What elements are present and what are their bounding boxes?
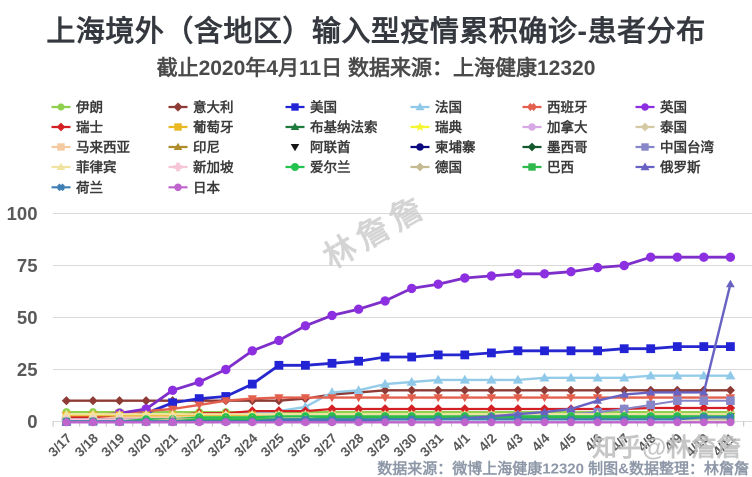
- svg-text:瑞典: 瑞典: [435, 119, 462, 135]
- svg-text:泰国: 泰国: [659, 119, 687, 135]
- svg-text:伊朗: 伊朗: [75, 99, 103, 115]
- svg-text:3/22: 3/22: [178, 431, 207, 460]
- svg-text:4/5: 4/5: [555, 430, 579, 454]
- svg-text:25: 25: [17, 359, 38, 380]
- svg-text:3/31: 3/31: [417, 430, 447, 460]
- svg-text:3/29: 3/29: [364, 431, 393, 460]
- svg-text:3/28: 3/28: [338, 430, 368, 460]
- svg-text:3/17: 3/17: [45, 431, 74, 460]
- svg-text:0: 0: [27, 411, 37, 432]
- svg-text:法国: 法国: [435, 99, 462, 115]
- svg-text:50: 50: [17, 307, 38, 328]
- svg-text:布基纳法索: 布基纳法索: [310, 119, 378, 135]
- svg-text:印尼: 印尼: [193, 139, 220, 155]
- svg-text:意大利: 意大利: [193, 99, 234, 115]
- svg-text:爱尔兰: 爱尔兰: [310, 159, 351, 175]
- svg-text:墨西哥: 墨西哥: [547, 140, 588, 155]
- svg-text:荷兰: 荷兰: [75, 179, 103, 195]
- svg-text:75: 75: [17, 255, 38, 276]
- svg-text:3/21: 3/21: [152, 430, 182, 460]
- svg-text:德国: 德国: [435, 159, 462, 175]
- svg-text:葡萄牙: 葡萄牙: [192, 119, 234, 135]
- svg-text:3/30: 3/30: [391, 431, 420, 460]
- svg-text:3/18: 3/18: [72, 430, 102, 460]
- svg-text:4/2: 4/2: [476, 431, 500, 455]
- svg-text:菲律宾: 菲律宾: [76, 159, 117, 175]
- svg-text:4/4: 4/4: [529, 430, 553, 454]
- svg-text:美国: 美国: [310, 99, 337, 115]
- svg-text:4/3: 4/3: [502, 430, 526, 454]
- svg-text:3/24: 3/24: [231, 430, 261, 460]
- svg-text:柬埔寨: 柬埔寨: [435, 139, 476, 155]
- svg-text:俄罗斯: 俄罗斯: [659, 159, 701, 175]
- svg-text:日本: 日本: [193, 179, 220, 195]
- svg-text:知乎@林詹詹: 知乎@林詹詹: [592, 433, 741, 462]
- svg-text:加拿大: 加拿大: [546, 119, 588, 135]
- svg-text:3/25: 3/25: [258, 430, 288, 460]
- svg-text:3/26: 3/26: [284, 430, 314, 460]
- svg-text:巴西: 巴西: [547, 160, 574, 175]
- svg-text:西班牙: 西班牙: [547, 99, 588, 115]
- svg-text:100: 100: [7, 203, 38, 224]
- svg-text:阿联酋: 阿联酋: [310, 139, 351, 155]
- svg-text:瑞士: 瑞士: [76, 119, 103, 135]
- svg-text:英国: 英国: [659, 99, 687, 115]
- svg-text:3/23: 3/23: [205, 430, 235, 460]
- svg-text:3/20: 3/20: [125, 431, 154, 460]
- svg-text:数据来源：微博上海健康12320 制图&数据整理：林詹詹: 数据来源：微博上海健康12320 制图&数据整理：林詹詹: [377, 460, 749, 477]
- svg-text:马来西亚: 马来西亚: [76, 140, 130, 155]
- svg-text:3/19: 3/19: [98, 431, 127, 460]
- svg-text:中国台湾: 中国台湾: [660, 139, 714, 155]
- svg-text:新加坡: 新加坡: [193, 159, 234, 175]
- svg-text:4/1: 4/1: [449, 430, 473, 454]
- svg-text:3/27: 3/27: [311, 431, 340, 460]
